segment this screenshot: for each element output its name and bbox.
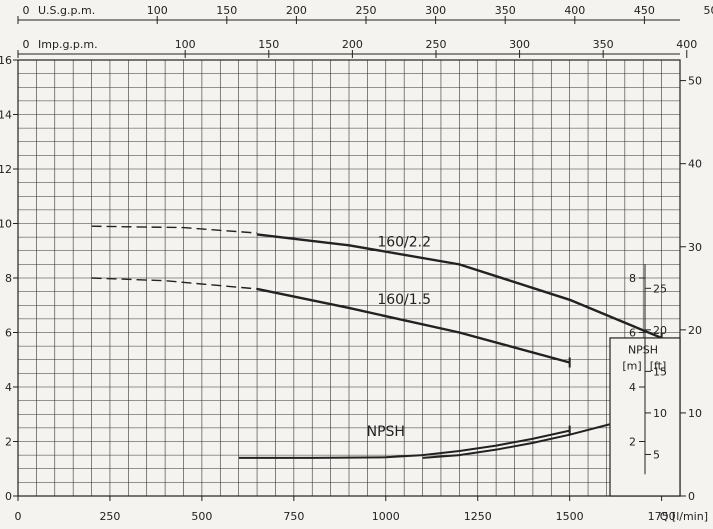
- top-tick-label: 200: [342, 38, 363, 51]
- npsh-ft-tick-label: 20: [653, 324, 667, 337]
- npsh-m-tick-label: 2: [629, 436, 636, 449]
- top-tick-label: 250: [425, 38, 446, 51]
- y-tick-label: 10: [0, 218, 12, 231]
- series-dashed-line: [91, 277, 258, 290]
- right-tick-label: 40: [688, 158, 702, 171]
- series-line: [422, 410, 662, 459]
- series-line: [256, 287, 570, 364]
- x-tick-label: 250: [99, 510, 120, 523]
- series-label: 160/2.2: [377, 234, 431, 250]
- npsh-ft-tick-label: 25: [653, 282, 667, 295]
- x-tick-label: 1000: [372, 510, 400, 523]
- right-tick-label: 20: [688, 324, 702, 337]
- x-tick-label: 1750: [648, 510, 676, 523]
- grid: [17, 59, 681, 497]
- series-line: [256, 233, 663, 340]
- series-label: 160/1.5: [377, 292, 431, 308]
- series-label: NPSH: [367, 424, 405, 440]
- top-tick-label: 250: [356, 4, 377, 17]
- top-tick-label: 400: [564, 4, 585, 17]
- y-tick-label: 4: [5, 381, 12, 394]
- x-axis-label: Q [l/min]: [660, 510, 708, 523]
- right-tick-label: 50: [688, 75, 702, 88]
- x-tick-label: 0: [15, 510, 22, 523]
- npsh-m-tick-label: 6: [629, 327, 636, 340]
- y-tick-label: 12: [0, 163, 12, 176]
- npsh-m-label: [m]: [622, 359, 641, 372]
- npsh-ft-tick-label: 15: [653, 365, 667, 378]
- y-tick-label: 14: [0, 109, 12, 122]
- npsh-m-tick-label: 4: [629, 381, 636, 394]
- top-tick-label: 100: [175, 38, 196, 51]
- series-line: [238, 429, 570, 459]
- right-tick-label: 30: [688, 241, 702, 254]
- top-tick-label: 300: [425, 4, 446, 17]
- top-tick-label: 200: [286, 4, 307, 17]
- x-tick-label: 500: [191, 510, 212, 523]
- top-axis-label: U.S.g.p.m.: [38, 4, 95, 17]
- npsh-m-tick-label: 8: [629, 272, 636, 285]
- y-tick-label: 8: [5, 272, 12, 285]
- top-tick-label: 350: [593, 38, 614, 51]
- top-tick-label: 100: [147, 4, 168, 17]
- top-tick-label: 300: [509, 38, 530, 51]
- top-tick-label: 400: [676, 38, 697, 51]
- top-tick-label: 0: [23, 38, 30, 51]
- top-tick-label: 500: [704, 4, 713, 17]
- top-axis-label: Imp.g.p.m.: [38, 38, 98, 51]
- npsh-header: NPSH: [628, 343, 658, 356]
- top-tick-label: 450: [634, 4, 655, 17]
- series: 160/2.2 160/1.5 NPSH: [91, 225, 663, 459]
- series-dashed-line: [91, 225, 258, 234]
- y-tick-label: 0: [5, 490, 12, 503]
- y-tick-label: 16: [0, 54, 12, 67]
- npsh-ft-tick-label: 10: [653, 407, 667, 420]
- right-tick-label: 10: [688, 407, 702, 420]
- y-tick-label: 6: [5, 327, 12, 340]
- npsh-ft-tick-label: 5: [653, 448, 660, 461]
- right-tick-label: 0: [688, 490, 695, 503]
- top-tick-label: 0: [23, 4, 30, 17]
- x-tick-label: 750: [283, 510, 304, 523]
- npsh-ft-label: [ft]: [650, 359, 667, 372]
- y-tick-label: 2: [5, 436, 12, 449]
- top-tick-label: 350: [495, 4, 516, 17]
- x-tick-label: 1500: [556, 510, 584, 523]
- top-tick-label: 150: [258, 38, 279, 51]
- top-tick-label: 150: [216, 4, 237, 17]
- x-tick-label: 1250: [464, 510, 492, 523]
- npsh-scale: NPSH [m] [ft] 2 4 6 8 5 10 15 20 25: [609, 264, 681, 497]
